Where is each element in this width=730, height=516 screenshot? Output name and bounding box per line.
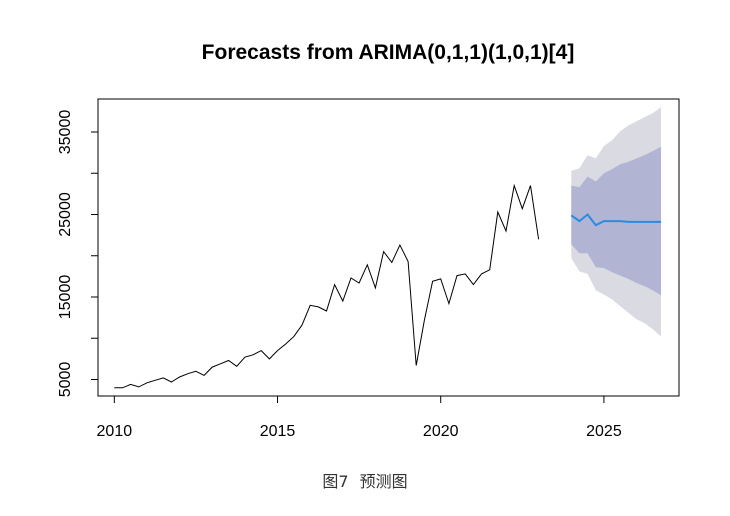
series-forecast-mean [570,213,661,227]
y-tick-label: 25000 [57,192,74,237]
y-tick-label: 35000 [57,110,74,155]
y-axis: 5000 15000 25000 35000 [57,110,99,398]
x-tick-label: 2025 [586,423,622,440]
figure-label: 图7 [322,472,349,491]
series-historical [114,183,540,389]
x-axis: 2010 2015 2020 2025 [97,395,622,440]
y-tick-label: 15000 [57,275,74,320]
figure-caption: 图7 预测图 [0,468,730,492]
figure-title: 预测图 [359,472,408,491]
x-tick-label: 2015 [260,423,296,440]
x-tick-label: 2020 [423,423,459,440]
plot-area [114,107,661,389]
y-tick-label: 5000 [57,362,74,398]
x-tick-label: 2010 [97,423,133,440]
chart-title: Forecasts from ARIMA(0,1,1)(1,0,1)[4] [202,41,575,64]
